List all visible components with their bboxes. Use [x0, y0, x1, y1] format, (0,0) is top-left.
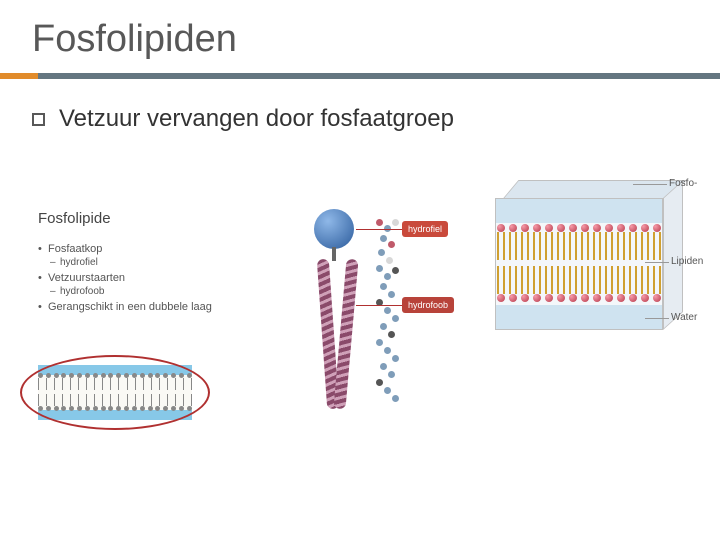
left-panel-title: Fosfolipide — [38, 210, 248, 227]
fatty-acid-tail-icon — [333, 259, 358, 409]
list-subitem: hydrofiel — [38, 257, 248, 268]
bullet-text: Vetzuur vervangen door fosfaatgroep — [59, 105, 454, 133]
bullet-item: Vetzuur vervangen door fosfaatgroep — [0, 79, 720, 133]
tag-hydrophilic: hydrofiel — [402, 221, 448, 237]
left-text-panel: Fosfolipide Fosfaatkop hydrofiel Vetzuur… — [38, 210, 248, 313]
list-item: Fosfaatkop — [38, 243, 248, 255]
title-underline — [0, 73, 720, 79]
phosphate-head-icon — [314, 209, 354, 249]
bullet-marker-icon — [32, 113, 45, 126]
list-item: Vetzuurstaarten — [38, 272, 248, 284]
phospholipid-molecule-diagram: hydrofiel hydrofoob — [280, 205, 455, 425]
label-lipiden: Lipiden — [671, 256, 703, 267]
list-subitem: hydrofoob — [38, 286, 248, 297]
bilayer-3d-diagram: Fosfo- Lipiden Water — [485, 170, 690, 365]
list-item: Gerangschikt in een dubbele laag — [38, 301, 248, 313]
label-water: Water — [671, 312, 697, 323]
slide-title: Fosfolipiden — [0, 0, 720, 73]
tag-hydrophobic: hydrofoob — [402, 297, 454, 313]
bilayer-oval-diagram — [20, 355, 210, 430]
content-area: Fosfolipide Fosfaatkop hydrofiel Vetzuur… — [0, 170, 720, 530]
label-fosfo: Fosfo- — [669, 178, 697, 189]
